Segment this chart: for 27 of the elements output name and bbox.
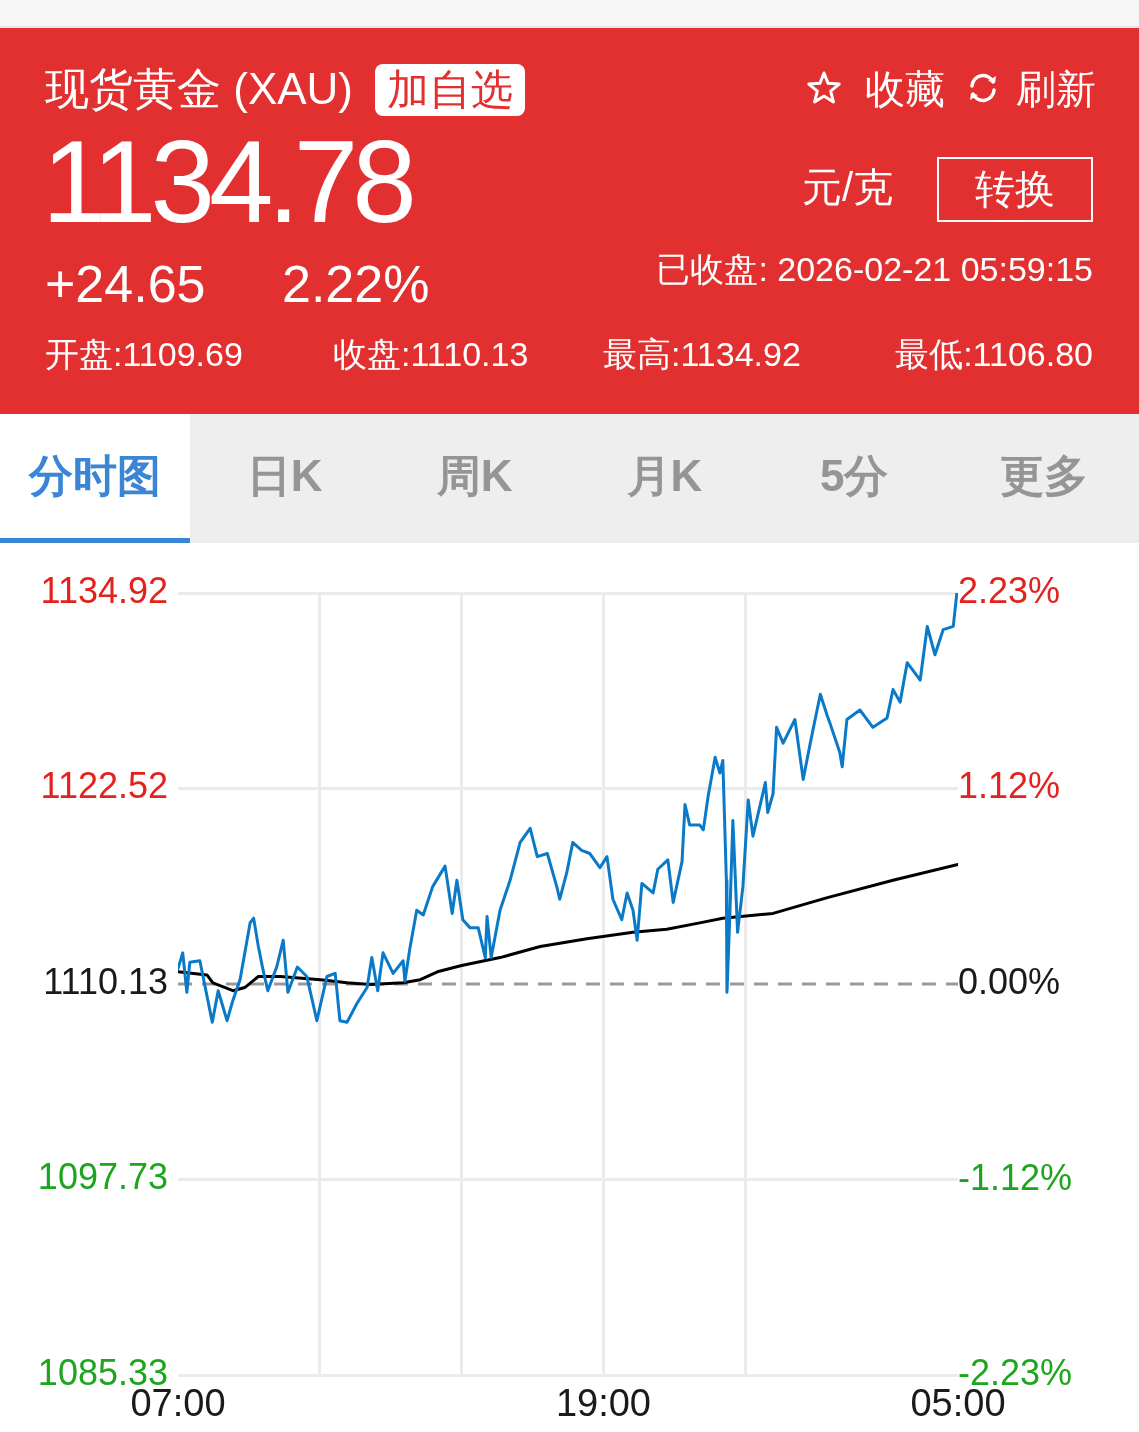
y2-tick-label: 0.00% [958, 960, 1061, 1002]
text: 2.22% [282, 255, 430, 315]
text: 收藏 [865, 66, 945, 112]
text: 更多 [999, 450, 1090, 502]
text: 周K [435, 450, 514, 502]
y2-tick-label: 2.23% [958, 569, 1061, 611]
y-tick-label: 1110.13 [43, 960, 168, 1002]
text: 刷新 [1016, 66, 1096, 112]
y-tick-label: 1134.92 [40, 569, 168, 611]
y2-tick-label: 1.12% [958, 764, 1061, 806]
text: 最低:1106.80 [895, 335, 1093, 375]
x-tick-label: 19:00 [555, 1382, 651, 1425]
text: 元/克 [802, 164, 894, 210]
text: 分时图 [27, 450, 162, 502]
text: +24.65 [45, 255, 206, 315]
text: 开盘:1109.69 [45, 335, 243, 375]
text: 日K [245, 450, 324, 502]
chart-subtitle: 1134.78 [42, 117, 411, 247]
text: 最高:1134.92 [603, 335, 801, 375]
chart-title: 现货黄金 (XAU) [45, 64, 353, 115]
y2-tick-label: -1.12% [958, 1157, 1073, 1199]
text: 收盘:1110.13 [333, 335, 529, 375]
text: 已收盘: 2026-02-21 05:59:15 [656, 250, 1093, 290]
y-tick-label: 1097.73 [37, 1156, 168, 1198]
text: 月K [625, 450, 704, 502]
text: 5分 [819, 450, 890, 502]
y-tick-label: 1122.52 [40, 765, 168, 807]
